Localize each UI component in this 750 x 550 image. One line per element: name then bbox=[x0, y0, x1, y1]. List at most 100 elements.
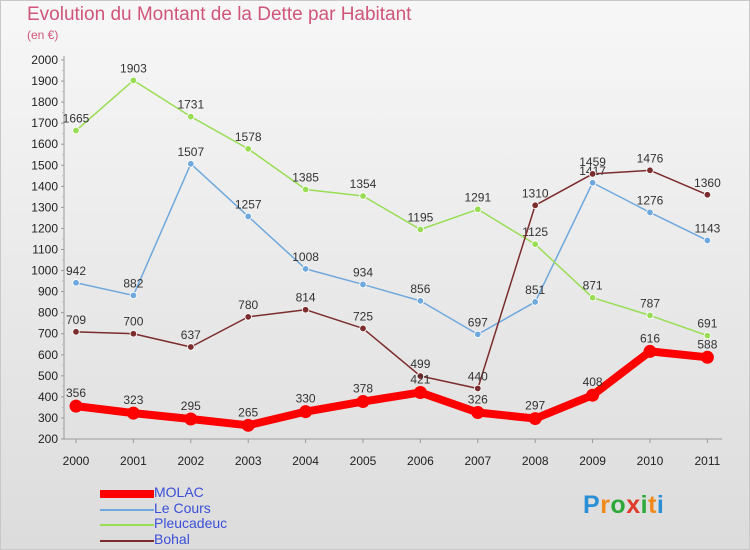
data-point bbox=[187, 343, 195, 351]
logo-letter: o bbox=[610, 491, 627, 519]
y-tick-label: 1400 bbox=[31, 179, 58, 193]
data-label: 356 bbox=[66, 386, 86, 400]
data-point bbox=[69, 399, 83, 413]
y-tick-label: 1600 bbox=[31, 137, 58, 151]
data-label: 1257 bbox=[235, 197, 262, 211]
legend-label: Pleucadeuc bbox=[154, 515, 228, 531]
logo-letter: P bbox=[583, 491, 601, 519]
chart-subtitle: (en €) bbox=[27, 28, 59, 42]
data-label: 421 bbox=[410, 372, 430, 386]
data-label: 1731 bbox=[177, 98, 204, 112]
y-tick-label: 1800 bbox=[31, 95, 58, 109]
data-point bbox=[700, 350, 714, 364]
data-label: 1903 bbox=[120, 61, 147, 75]
data-point bbox=[72, 126, 80, 135]
data-label: 588 bbox=[697, 337, 717, 351]
y-tick-label: 1700 bbox=[31, 116, 58, 130]
data-label: 871 bbox=[583, 279, 603, 293]
data-point bbox=[474, 330, 482, 339]
x-tick-label: 2004 bbox=[292, 454, 319, 468]
data-point bbox=[244, 212, 252, 221]
logo-letter: x bbox=[626, 491, 641, 519]
y-tick-label: 1300 bbox=[31, 200, 58, 214]
y-tick-label: 1200 bbox=[31, 221, 58, 235]
data-label: 700 bbox=[123, 315, 143, 329]
data-point bbox=[72, 279, 80, 287]
proxiti-logo: Proxiti bbox=[583, 491, 664, 520]
data-label: 616 bbox=[640, 331, 660, 345]
data-point bbox=[299, 405, 313, 419]
data-point bbox=[646, 166, 654, 175]
series-line-bohal bbox=[75, 169, 709, 390]
data-label: 1385 bbox=[292, 170, 319, 184]
legend-swatch bbox=[100, 524, 154, 526]
data-point bbox=[184, 412, 198, 426]
data-point bbox=[126, 406, 140, 420]
data-label: 709 bbox=[66, 313, 86, 327]
y-tick-label: 300 bbox=[38, 411, 58, 425]
data-point bbox=[703, 331, 712, 340]
data-point bbox=[187, 112, 195, 121]
logo-letter: i bbox=[640, 491, 649, 519]
data-label: 780 bbox=[238, 298, 258, 312]
y-tick-label: 2000 bbox=[31, 53, 58, 67]
data-label: 1507 bbox=[177, 145, 204, 159]
legend-swatch bbox=[100, 508, 154, 511]
legend-label: MOLAC bbox=[154, 484, 204, 500]
data-point bbox=[531, 298, 539, 306]
data-label: 1310 bbox=[522, 186, 549, 200]
data-point bbox=[356, 395, 370, 409]
data-label: 1578 bbox=[235, 130, 262, 144]
logo-letter: t bbox=[648, 491, 657, 519]
data-point bbox=[129, 76, 138, 85]
logo-letter: i bbox=[656, 491, 665, 519]
data-point bbox=[586, 388, 600, 402]
legend-label: Le Cours bbox=[154, 499, 211, 516]
data-label: 499 bbox=[410, 357, 430, 371]
x-tick-label: 2001 bbox=[120, 454, 147, 468]
data-label: 1291 bbox=[464, 190, 491, 204]
y-tick-label: 400 bbox=[38, 390, 58, 404]
data-point bbox=[129, 291, 138, 300]
data-point bbox=[646, 208, 654, 217]
data-label: 1476 bbox=[637, 151, 664, 165]
x-tick-label: 2010 bbox=[637, 454, 664, 468]
data-label: 1459 bbox=[579, 155, 606, 169]
data-point bbox=[301, 185, 310, 194]
data-label: 1008 bbox=[292, 250, 319, 264]
data-label: 697 bbox=[468, 315, 488, 329]
y-tick-label: 1100 bbox=[32, 243, 58, 257]
data-label: 814 bbox=[296, 291, 316, 305]
data-label: 1195 bbox=[407, 210, 433, 224]
data-point bbox=[244, 145, 252, 153]
y-tick-label: 200 bbox=[38, 432, 58, 446]
data-point bbox=[187, 160, 195, 168]
x-tick-label: 2009 bbox=[579, 454, 606, 468]
data-point bbox=[474, 205, 482, 213]
data-label: 408 bbox=[583, 375, 603, 389]
x-tick-label: 2002 bbox=[177, 454, 204, 468]
y-tick-label: 1000 bbox=[31, 264, 58, 278]
x-tick-label: 2003 bbox=[235, 454, 262, 468]
data-point bbox=[301, 306, 310, 314]
data-point bbox=[531, 240, 539, 248]
data-point bbox=[129, 330, 138, 338]
data-point bbox=[646, 311, 654, 320]
data-point bbox=[588, 294, 597, 302]
logo-letter: r bbox=[600, 491, 611, 519]
data-label: 295 bbox=[181, 399, 201, 413]
data-point bbox=[416, 297, 425, 305]
chart-title: Evolution du Montant de la Dette par Hab… bbox=[27, 4, 412, 25]
data-label: 882 bbox=[123, 276, 143, 290]
data-label: 942 bbox=[66, 264, 86, 278]
data-label: 440 bbox=[468, 369, 488, 383]
data-point bbox=[588, 179, 597, 187]
legend-swatch bbox=[100, 490, 154, 498]
data-label: 856 bbox=[410, 282, 430, 296]
series-line-le-cours bbox=[75, 163, 709, 336]
data-label: 378 bbox=[353, 382, 373, 396]
data-point bbox=[359, 192, 367, 200]
data-point bbox=[244, 313, 252, 321]
data-label: 1354 bbox=[350, 177, 377, 191]
